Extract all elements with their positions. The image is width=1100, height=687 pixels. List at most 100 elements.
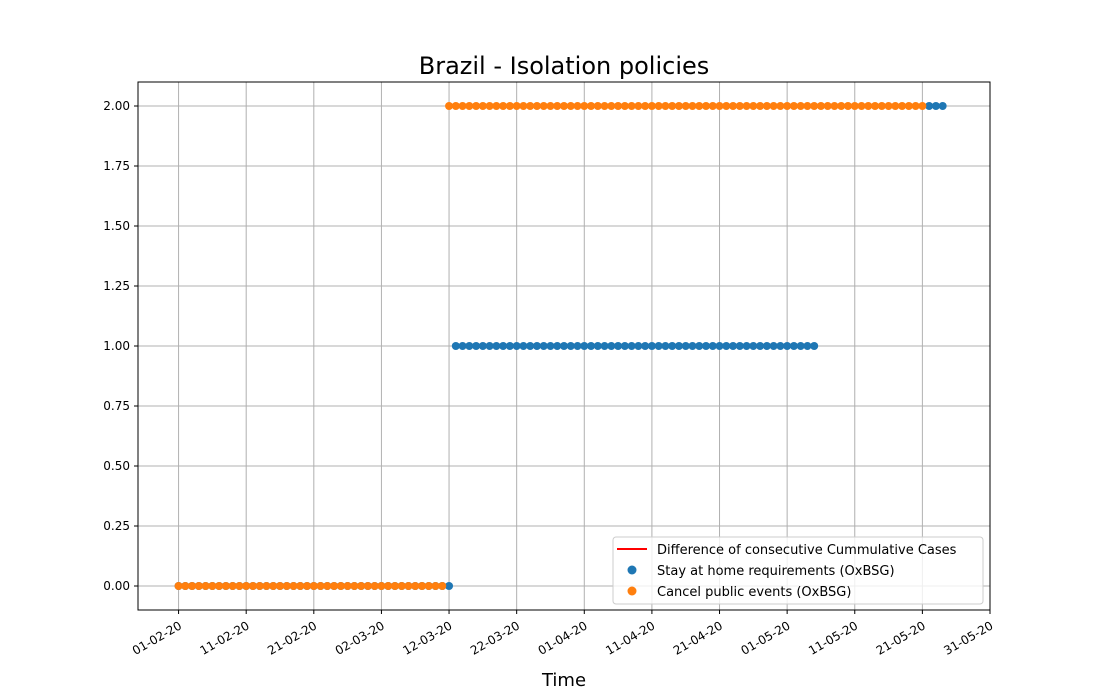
data-point xyxy=(931,102,940,110)
data-point xyxy=(512,102,521,110)
data-point xyxy=(600,102,609,110)
data-point xyxy=(539,102,548,110)
data-point xyxy=(566,342,575,350)
data-point xyxy=(742,342,751,350)
y-tick-label: 0.25 xyxy=(103,519,130,533)
data-point xyxy=(715,102,724,110)
data-point xyxy=(722,342,731,350)
legend-swatch-cancel-events xyxy=(627,586,637,596)
data-point xyxy=(276,582,284,590)
data-point xyxy=(769,342,778,350)
data-point xyxy=(668,102,677,110)
data-point xyxy=(553,102,562,110)
data-point xyxy=(688,342,697,350)
data-point xyxy=(580,342,589,350)
data-point xyxy=(756,102,765,110)
data-point xyxy=(810,342,819,350)
data-point xyxy=(445,102,454,110)
data-point xyxy=(593,342,602,350)
x-axis-label: Time xyxy=(541,670,586,687)
data-point xyxy=(532,102,541,110)
data-point xyxy=(898,102,907,110)
data-point xyxy=(810,102,819,110)
data-point xyxy=(654,102,663,110)
data-point xyxy=(512,342,521,350)
data-point xyxy=(181,582,190,590)
data-point xyxy=(566,102,575,110)
data-point xyxy=(796,342,805,350)
data-point xyxy=(641,342,650,350)
data-point xyxy=(242,582,251,590)
data-point xyxy=(715,342,724,350)
data-point xyxy=(668,342,677,350)
data-point xyxy=(194,582,203,590)
data-point xyxy=(411,582,420,590)
data-point xyxy=(837,102,846,110)
data-point xyxy=(674,342,683,350)
y-tick-label: 1.25 xyxy=(103,279,130,293)
data-point xyxy=(485,342,494,350)
data-point xyxy=(458,102,467,110)
data-point xyxy=(445,582,454,590)
data-point xyxy=(647,342,656,350)
data-point xyxy=(384,582,393,590)
data-point xyxy=(620,342,629,350)
data-point xyxy=(262,582,271,590)
data-point xyxy=(607,102,616,110)
data-point xyxy=(661,102,670,110)
data-point xyxy=(390,582,399,590)
data-point xyxy=(816,102,825,110)
data-point xyxy=(593,102,602,110)
data-point xyxy=(688,102,697,110)
y-tick-label: 1.75 xyxy=(103,159,130,173)
y-tick-label: 1.50 xyxy=(103,219,130,233)
data-point xyxy=(783,102,792,110)
data-point xyxy=(647,102,656,110)
data-point xyxy=(850,102,859,110)
data-point xyxy=(478,102,487,110)
data-point xyxy=(681,342,690,350)
data-point xyxy=(749,342,758,350)
data-point xyxy=(634,342,643,350)
data-point xyxy=(789,342,798,350)
data-point xyxy=(783,342,792,350)
data-point xyxy=(343,582,352,590)
data-point xyxy=(303,582,312,590)
data-point xyxy=(282,582,291,590)
data-point xyxy=(478,342,487,350)
data-point xyxy=(560,102,568,110)
data-point xyxy=(499,342,508,350)
data-point xyxy=(289,582,298,590)
data-point xyxy=(823,102,832,110)
data-point xyxy=(742,102,751,110)
data-point xyxy=(255,582,264,590)
data-point xyxy=(424,582,433,590)
data-point xyxy=(627,342,636,350)
data-point xyxy=(174,582,183,590)
data-point xyxy=(803,342,812,350)
data-point xyxy=(228,582,237,590)
y-tick-label: 0.50 xyxy=(103,459,130,473)
data-point xyxy=(702,342,710,350)
data-point xyxy=(472,342,481,350)
data-point xyxy=(708,102,717,110)
data-point xyxy=(708,342,717,350)
data-point xyxy=(600,342,609,350)
data-point xyxy=(458,342,467,350)
data-point xyxy=(418,582,426,590)
y-tick-label: 2.00 xyxy=(103,99,130,113)
data-point xyxy=(472,102,481,110)
data-point xyxy=(749,102,758,110)
y-axis: 0.00 0.25 0.50 0.75 1.00 1.25 1.50 1.75 2.00 xyxy=(103,99,138,593)
data-point xyxy=(681,102,690,110)
data-point xyxy=(587,102,596,110)
data-point xyxy=(539,342,548,350)
data-point xyxy=(729,342,738,350)
data-point xyxy=(911,102,920,110)
data-point xyxy=(451,102,460,110)
data-point xyxy=(877,102,886,110)
y-tick-label: 1.00 xyxy=(103,339,130,353)
data-point xyxy=(654,342,663,350)
series-2 xyxy=(174,102,927,590)
data-point xyxy=(614,342,623,350)
